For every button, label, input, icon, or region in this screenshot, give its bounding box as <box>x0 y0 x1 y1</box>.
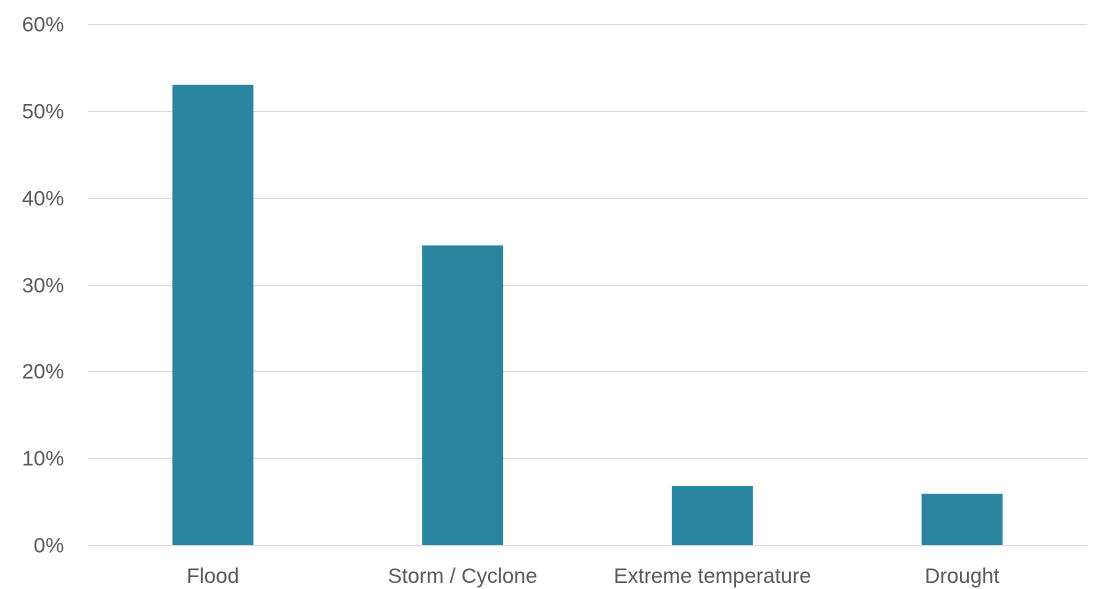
y-tick-label: 0% <box>34 535 64 558</box>
bars <box>172 84 1003 546</box>
y-axis-tick-labels: 0% 10% 20% 30% 40% 50% 60% <box>22 14 64 558</box>
y-tick-label: 60% <box>22 14 64 37</box>
x-category-label: Flood <box>187 565 240 588</box>
x-category-label: Extreme temperature <box>614 565 811 588</box>
x-category-label: Drought <box>925 565 1000 588</box>
y-tick-label: 30% <box>22 275 64 298</box>
y-tick-label: 50% <box>22 101 64 124</box>
y-tick-label: 40% <box>22 188 64 211</box>
y-tick-label: 10% <box>22 448 64 471</box>
bar-flood <box>172 84 254 546</box>
bar-drought <box>921 493 1003 545</box>
bar-extreme-temperature <box>671 486 753 545</box>
x-axis-category-labels: Flood Storm / Cyclone Extreme temperature D… <box>187 565 1000 588</box>
x-category-label: Storm / Cyclone <box>388 565 537 588</box>
y-tick-label: 20% <box>22 361 64 384</box>
bar-storm-cyclone <box>422 245 504 545</box>
gridlines <box>88 24 1087 546</box>
